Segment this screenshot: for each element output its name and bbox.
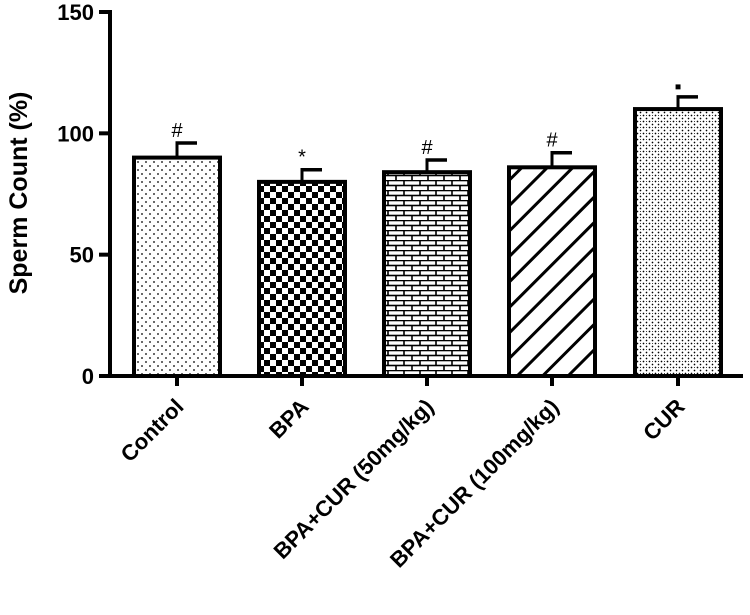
y-ticks: 0 50 100 150 bbox=[57, 0, 110, 389]
bar-bpa-cur-100mg-kg bbox=[507, 165, 597, 378]
bar-control bbox=[132, 155, 222, 378]
y-tick-label: 150 bbox=[57, 0, 94, 25]
bars: # * # # ▪ bbox=[132, 76, 723, 378]
significance-mark: # bbox=[171, 120, 183, 142]
significance-mark: ▪ bbox=[674, 76, 681, 98]
bar-bpa bbox=[257, 179, 347, 378]
significance-mark: # bbox=[421, 137, 433, 159]
y-axis-label: Sperm Count (%) bbox=[5, 92, 33, 295]
x-tick-label: BPA bbox=[264, 394, 313, 443]
y-tick-label: 100 bbox=[57, 121, 94, 146]
bar-bpa-cur-50mg-kg bbox=[382, 170, 472, 378]
bar-cur bbox=[633, 107, 723, 378]
y-tick-label: 50 bbox=[70, 243, 94, 268]
x-tick-label: Control bbox=[116, 394, 189, 467]
y-tick-label: 0 bbox=[82, 364, 94, 389]
significance-mark: # bbox=[546, 130, 558, 152]
x-tick-label: CUR bbox=[638, 394, 689, 445]
significance-mark: * bbox=[298, 147, 306, 169]
